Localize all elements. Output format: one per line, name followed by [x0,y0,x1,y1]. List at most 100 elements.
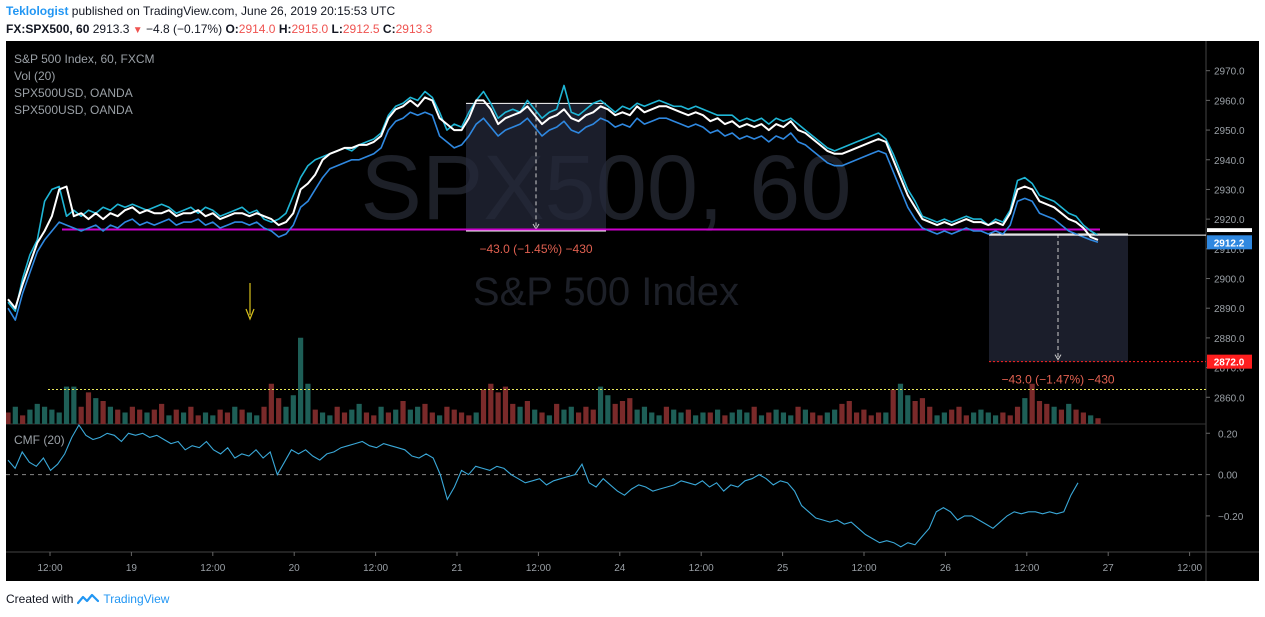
author-link[interactable]: Teklologist [6,4,69,18]
volume-bar [202,412,209,424]
close-value: 2913.3 [395,22,433,36]
volume-bar [188,406,194,424]
volume-bar [956,406,962,424]
volume-bar [605,395,611,424]
volume-bar [1036,401,1043,424]
y-tick-label: 2940.0 [1214,156,1245,167]
volume-bar [685,409,691,424]
y-tick-label: 2860.0 [1214,393,1245,404]
x-tick-label: 27 [1103,563,1115,574]
tradingview-link[interactable]: TradingView [103,592,170,606]
y-tick-label: 2970.0 [1214,67,1245,78]
volume-bar [437,415,443,424]
legend-main: S&P 500 Index, 60, FXCM [14,52,155,66]
volume-bar [649,412,655,424]
volume-bar [466,415,472,424]
watermark-name: S&P 500 Index [473,270,739,314]
volume-bar [897,383,904,424]
volume-bar [597,386,604,424]
y-tick-label: 2870.0 [1214,364,1245,375]
price-lines [7,84,1099,321]
volume-bar [56,412,62,424]
volume-bar [963,415,969,424]
published-text: published on TradingView.com, June 26, 2… [71,4,396,18]
volume-bar [802,409,808,424]
volume-bar [195,415,201,424]
annotation-arrow-head [245,308,255,321]
volume-bar [63,386,70,424]
volume-bar [656,415,662,424]
legend-series-2: SPX500USD, OANDA [14,103,133,117]
volume-bar [780,412,787,424]
volume-bar [1000,412,1006,424]
time-axis: 12:00 19 12:00 20 12:00 21 12:00 24 12:00 25 12:00… [37,552,1203,574]
volume-bar [510,403,516,424]
measure-label-left: −43.0 (−1.45%) −430 [479,242,592,256]
volume-bar [319,412,326,424]
volume-bar [663,406,669,424]
volume-bar [78,406,84,424]
volume-bar [276,398,282,424]
open-label: O: [225,22,239,36]
volume-bar [371,415,377,424]
price-axis: 2860.0 2870.0 2880.0 2890.0 2900.0 2910.0 2920… [1206,67,1245,404]
volume-bar [71,386,77,424]
volume-bar [327,415,333,424]
volume-bar [298,337,304,424]
x-tick-label: 12:00 [851,563,876,574]
volume-bar [422,403,428,424]
volume-bar [985,412,991,424]
chart-canvas[interactable]: SPX500, 60 S&P 500 Index 2860.02870.0288… [6,41,1259,581]
volume-bar [532,409,538,424]
volume-bar [480,389,487,424]
x-tick-label: 26 [940,563,952,574]
down-arrow-icon: ▼ [132,25,143,36]
volume-bar [137,409,143,424]
high-value: 2915.0 [291,22,329,36]
y-tick-label: 2960.0 [1214,96,1245,107]
volume-bar [795,406,801,424]
price-series-line [7,111,1099,321]
volume-bar [736,409,743,424]
volume-bar [385,412,392,424]
cmf-tick-label: 0.00 [1218,471,1238,482]
volume-bar [627,398,633,424]
volume-bar [93,398,99,424]
volume-bar [444,406,450,424]
volume-bar [554,403,560,424]
volume-bar [378,406,384,424]
y-tick-label: 2910.0 [1214,245,1245,256]
volume-bar [85,392,92,424]
volume-bar [912,401,918,424]
volume-bars [6,283,1206,424]
price-series-line [7,84,1099,312]
volume-bar [934,415,940,424]
volume-bar [129,406,135,424]
volume-bar [641,406,648,424]
y-tick-label: 2950.0 [1214,126,1245,137]
volume-bar [400,401,406,424]
volume-bar [949,409,955,424]
volume-bar [144,412,150,424]
volume-bar [568,406,574,424]
volume-bar [232,406,238,424]
price-tag-blue: 2912.2 [1214,238,1245,249]
x-tick-label: 12:00 [1177,563,1202,574]
volume-bar [576,412,582,424]
y-tick-label: 2930.0 [1214,185,1245,196]
volume-bar [305,383,311,424]
volume-bar [714,409,721,424]
volume-bar [122,412,128,424]
volume-bar [283,406,289,424]
x-tick-label: 12:00 [363,563,388,574]
volume-bar [539,412,545,424]
volume-bar [1066,403,1072,424]
tradingview-logo-icon [77,593,100,605]
volume-bar [1088,415,1094,424]
volume-bar [919,398,926,424]
volume-bar [729,412,735,424]
volume-bar [971,412,977,424]
x-tick-label: 12:00 [37,563,62,574]
volume-bar [722,415,728,424]
